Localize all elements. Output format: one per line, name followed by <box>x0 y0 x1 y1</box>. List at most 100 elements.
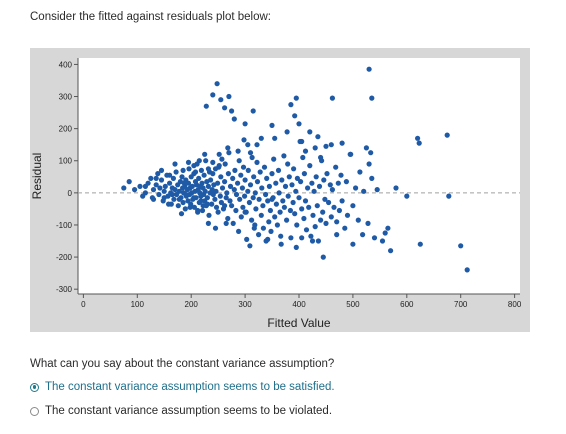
data-point <box>393 185 399 191</box>
data-point <box>191 163 197 169</box>
data-point <box>170 175 176 181</box>
data-point <box>280 198 286 204</box>
data-point <box>153 182 159 188</box>
data-point <box>233 207 239 214</box>
data-point <box>306 204 312 210</box>
y-axis-ticks: 400 300 200 100 0 -100 -200 -300 <box>56 60 78 294</box>
data-point <box>293 95 299 101</box>
data-point <box>205 220 211 226</box>
data-point <box>316 183 323 189</box>
data-point <box>180 167 186 173</box>
data-point <box>180 199 186 206</box>
data-point <box>286 174 292 180</box>
data-point <box>178 211 185 217</box>
data-point <box>247 243 253 249</box>
y-tick-label: 200 <box>59 125 73 134</box>
x-tick-label: 700 <box>454 300 468 309</box>
data-point <box>335 180 341 186</box>
data-point <box>247 150 254 156</box>
data-point <box>300 154 306 161</box>
data-point <box>301 171 307 177</box>
data-point <box>321 177 327 183</box>
data-point <box>363 145 369 151</box>
x-tick-label: 600 <box>400 300 414 309</box>
data-point <box>226 93 232 100</box>
data-point <box>273 180 279 186</box>
data-point <box>179 174 185 180</box>
data-point <box>254 142 260 148</box>
data-point <box>257 169 263 175</box>
data-point <box>204 201 210 207</box>
data-point <box>273 201 279 207</box>
data-point <box>202 151 208 157</box>
data-point <box>312 145 318 151</box>
data-point <box>446 193 452 199</box>
data-point <box>326 199 332 206</box>
option-violated[interactable]: The constant variance assumption seems t… <box>30 405 332 417</box>
data-point <box>245 167 251 173</box>
data-point <box>200 203 206 209</box>
data-point <box>284 217 290 223</box>
data-point <box>314 203 320 209</box>
data-point <box>312 224 318 230</box>
data-point <box>379 238 386 244</box>
data-point <box>329 187 335 193</box>
data-point <box>305 185 311 191</box>
data-point <box>213 204 220 210</box>
data-point <box>132 187 138 193</box>
data-point <box>208 177 214 183</box>
option-label: The constant variance assumption seems t… <box>45 381 335 393</box>
radio-unselected-icon[interactable] <box>30 406 39 416</box>
data-point <box>215 209 221 215</box>
data-point <box>328 214 334 220</box>
residual-plot-svg: 400 300 200 100 0 -100 -200 -300 0 100 200 300 400 5… <box>30 58 522 330</box>
data-point <box>162 183 168 189</box>
data-point <box>260 225 266 231</box>
data-point <box>185 159 192 165</box>
data-point <box>278 241 284 247</box>
data-point <box>153 175 159 181</box>
data-point <box>254 179 261 185</box>
plot-area <box>78 58 520 294</box>
data-point <box>249 154 255 161</box>
x-tick-label: 500 <box>346 300 360 309</box>
data-point <box>365 220 371 226</box>
data-point <box>236 158 242 164</box>
y-tick-label: 300 <box>59 93 73 102</box>
y-tick-label: -100 <box>56 221 73 230</box>
data-point <box>238 172 244 178</box>
data-point <box>336 207 342 214</box>
data-point <box>265 236 271 242</box>
data-point <box>244 236 250 242</box>
data-point <box>292 211 298 217</box>
data-point <box>343 179 349 185</box>
data-point <box>235 148 241 154</box>
data-point <box>301 215 307 222</box>
data-point <box>287 207 293 214</box>
data-point <box>308 233 314 239</box>
y-tick-label: 0 <box>68 189 73 198</box>
data-point <box>404 193 410 199</box>
data-point <box>292 113 298 119</box>
data-point <box>218 199 224 206</box>
data-point <box>339 198 345 204</box>
data-point <box>320 254 326 260</box>
data-point <box>369 95 375 101</box>
data-point <box>269 122 275 128</box>
data-point <box>167 172 173 178</box>
data-point <box>202 188 208 194</box>
data-point <box>350 241 356 247</box>
data-point <box>264 175 270 181</box>
option-satisfied[interactable]: The constant variance assumption seems t… <box>30 381 335 393</box>
data-point <box>191 195 197 201</box>
x-tick-label: 400 <box>292 300 306 309</box>
data-point <box>155 171 161 177</box>
radio-selected-icon[interactable] <box>30 382 39 392</box>
data-point <box>189 183 195 189</box>
data-point <box>251 225 257 231</box>
data-points <box>121 66 470 273</box>
data-point <box>231 116 237 122</box>
data-point <box>294 222 300 228</box>
data-point <box>285 161 291 167</box>
data-point <box>382 230 388 236</box>
